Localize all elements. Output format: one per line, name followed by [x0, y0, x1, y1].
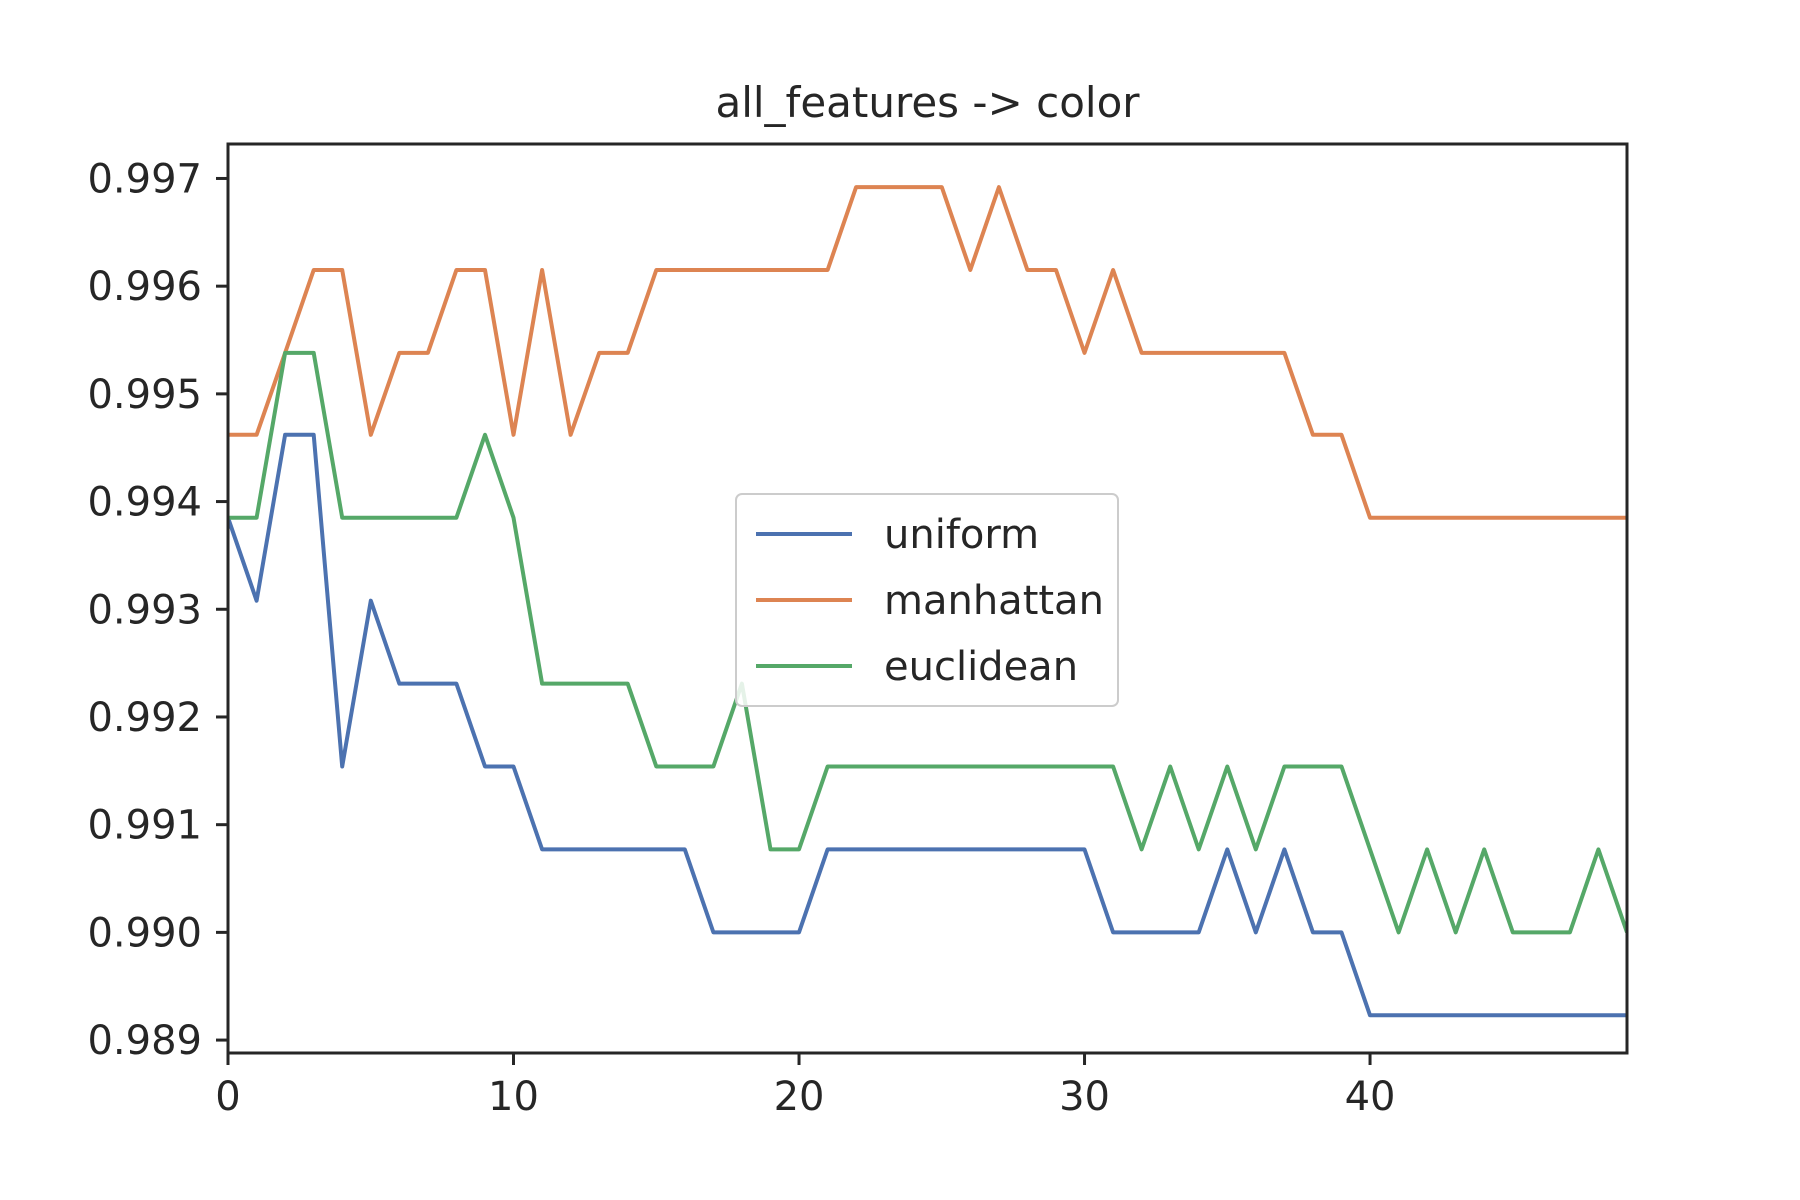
y-axis: 0.989 0.990 0.991 0.992 0.993 0.994 0.995 0.996… [87, 156, 228, 1064]
legend-box [735, 493, 1119, 707]
series-layer [228, 185, 1627, 1018]
chart-title: all_features -> color [715, 78, 1140, 127]
legend-label-manhattan: manhattan [884, 578, 1104, 624]
y-tick-label: 0.991 [87, 803, 202, 849]
y-tick-label: 0.990 [87, 910, 202, 956]
legend-label-euclidean: euclidean [884, 644, 1078, 690]
series-line-euclidean [228, 350, 1627, 935]
x-tick-label: 0 [215, 1074, 240, 1120]
y-tick-label: 0.993 [87, 587, 202, 633]
plot-frame [226, 142, 1629, 1055]
x-tick-label: 20 [774, 1074, 825, 1120]
y-tick-label: 0.995 [87, 372, 202, 418]
y-tick-label: 0.994 [87, 480, 202, 526]
y-tick-label: 0.997 [87, 156, 202, 202]
series-line-uniform [228, 432, 1627, 1018]
legend: uniform manhattan euclidean [735, 493, 1119, 707]
y-tick-label: 0.996 [87, 264, 202, 310]
legend-label-uniform: uniform [884, 512, 1039, 558]
y-tick-label: 0.992 [87, 695, 202, 741]
x-tick-label: 30 [1059, 1074, 1110, 1120]
y-tick-label: 0.989 [87, 1018, 202, 1064]
x-tick-label: 10 [488, 1074, 539, 1120]
x-tick-label: 40 [1345, 1074, 1396, 1120]
series-line-manhattan [228, 185, 1627, 520]
x-axis: 0 10 20 30 40 [215, 1053, 1395, 1120]
